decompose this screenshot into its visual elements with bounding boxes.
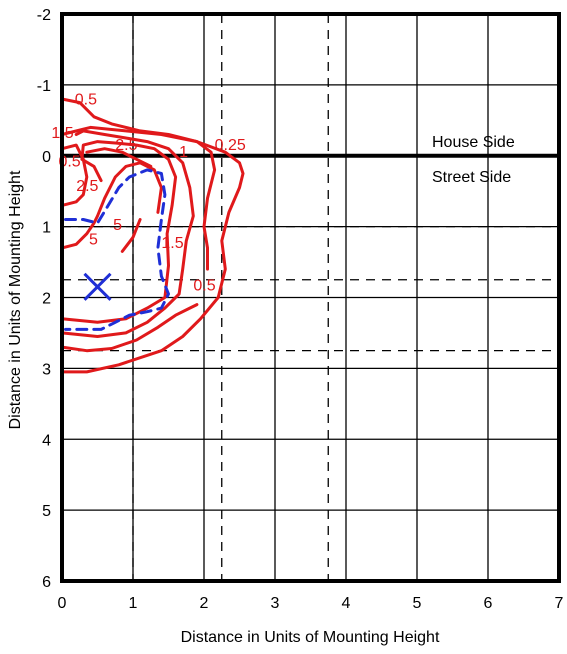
x-tick-label: 7 — [555, 595, 564, 612]
x-tick-label: 6 — [484, 595, 493, 612]
y-tick-label: 1 — [42, 220, 51, 237]
region-label-street-side: Street Side — [432, 169, 511, 186]
max-candela-trace — [64, 168, 170, 331]
y-tick-label: 5 — [42, 503, 51, 520]
x-tick-label: 4 — [342, 595, 351, 612]
y-tick-label: 3 — [42, 361, 51, 378]
dashed-guide-lines — [62, 14, 559, 581]
isolux-line-0.5 — [60, 303, 199, 353]
y-tick-label: 0 — [42, 149, 51, 166]
isolux-line-5 — [60, 161, 163, 250]
contour-label: 0.5 — [58, 153, 80, 170]
luminaire-marker — [83, 272, 112, 301]
isolux-line-1 — [60, 129, 195, 338]
x-tick-label: 1 — [129, 595, 138, 612]
isolux-line-1.5 — [60, 140, 178, 324]
contour-labels: 0.51.52.5 1 0.250.52.555 1.50.5 — [51, 92, 246, 295]
y-tick-label: 2 — [42, 291, 51, 308]
isolux-line-2 — [120, 218, 142, 253]
y-tick-label: 6 — [42, 574, 51, 591]
contour-label: 2.5 — [115, 137, 137, 154]
isolux-line-2.5 — [60, 143, 89, 207]
region-label-house-side: House Side — [432, 134, 515, 151]
x-tick-label: 2 — [200, 595, 209, 612]
x-tick-label: 3 — [271, 595, 280, 612]
contour-label: 1 — [179, 144, 188, 161]
y-tick-label: -1 — [37, 78, 51, 95]
contour-label: 0.5 — [75, 92, 97, 109]
contour-label: 0.25 — [215, 137, 246, 154]
grid — [61, 13, 560, 582]
contour-series — [60, 97, 245, 374]
luminaire-x-mark — [83, 272, 112, 301]
isolux-line-2.5 — [85, 147, 153, 168]
contour-label: 1.5 — [161, 235, 183, 252]
contour-label: 5 — [89, 231, 98, 248]
y-tick-label: 4 — [42, 432, 51, 449]
plot-border — [60, 12, 561, 583]
contour-label: 2.5 — [76, 178, 98, 195]
contour-label: 0.5 — [193, 277, 215, 294]
y-tick-label: -2 — [37, 7, 51, 24]
isolux-line-0.5 — [60, 97, 217, 271]
x-axis-title: Distance in Units of Mounting Height — [181, 629, 440, 646]
x-tick-label: 0 — [58, 595, 67, 612]
contour-label: 5 — [113, 217, 122, 234]
plot-frame — [60, 12, 561, 583]
tick-labels: 0 1 2 3 4 5 6 7 -2 -1 0 1 2 3 4 5 6 — [37, 7, 564, 612]
x-tick-label: 5 — [413, 595, 422, 612]
y-axis-title: Distance in Units of Mounting Height — [7, 170, 24, 429]
